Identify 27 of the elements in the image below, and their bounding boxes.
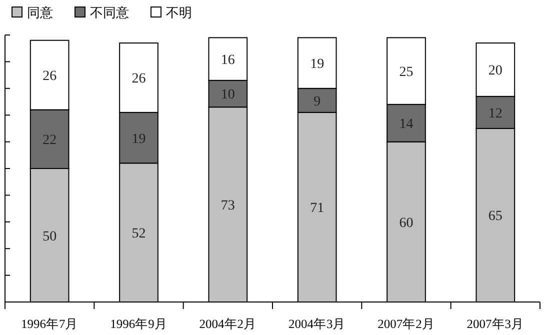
legend-label: 不明 [166, 5, 192, 20]
data-label: 20 [488, 64, 502, 79]
data-label: 71 [310, 201, 324, 216]
data-label: 12 [488, 106, 502, 122]
x-tick-label: 2004年3月 [288, 317, 346, 331]
data-label: 26 [42, 69, 57, 84]
data-label: 19 [132, 132, 146, 147]
data-label: 9 [314, 94, 321, 110]
data-label: 14 [399, 117, 414, 132]
legend-label: 不同意 [90, 5, 129, 20]
data-label: 52 [132, 226, 146, 242]
data-label: 25 [399, 65, 414, 80]
x-tick-label: 2004年2月 [199, 317, 257, 331]
data-label: 50 [42, 229, 57, 244]
data-label: 26 [132, 72, 146, 87]
x-tick-label: 1996年7月 [20, 317, 78, 331]
data-label: 16 [220, 53, 235, 68]
x-tick-label: 2007年3月 [466, 317, 524, 331]
data-label: 22 [42, 133, 57, 148]
data-label: 65 [488, 209, 502, 224]
x-tick-label: 2007年2月 [378, 317, 435, 331]
data-label: 73 [220, 198, 235, 214]
data-label: 10 [220, 88, 235, 103]
x-tick-label: 1996年9月 [110, 317, 168, 331]
legend-label: 同意 [27, 5, 53, 20]
data-label: 60 [399, 216, 414, 231]
data-label: 19 [310, 57, 324, 72]
